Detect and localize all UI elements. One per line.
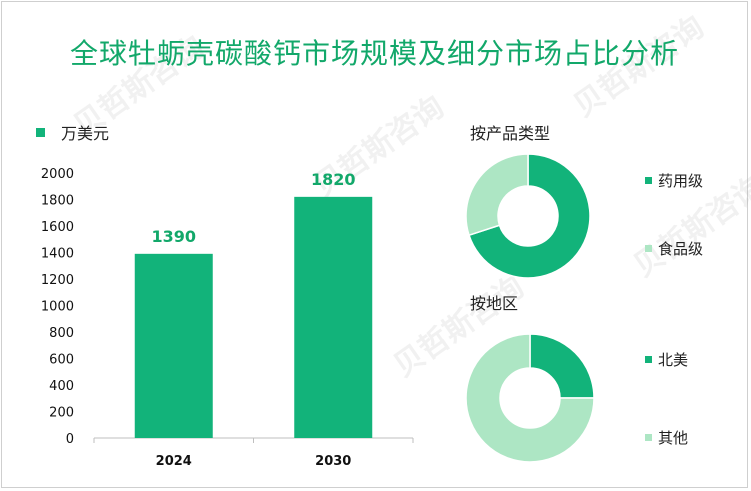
y-tick-label: 400 bbox=[49, 379, 74, 394]
y-tick-label: 0 bbox=[66, 432, 74, 447]
pie1-legend-label-0: 药用级 bbox=[658, 172, 704, 190]
pie1-legend-0: 药用级 bbox=[645, 170, 703, 191]
pie2-legend-0: 北美 bbox=[645, 349, 688, 370]
pie1-legend-dot-0 bbox=[645, 177, 652, 184]
product-type-title: 按产品类型 bbox=[470, 124, 551, 143]
y-tick-label: 1000 bbox=[41, 300, 74, 315]
pie1-legend-label-1: 食品级 bbox=[658, 240, 704, 258]
y-tick-label: 1200 bbox=[41, 273, 74, 288]
legend-swatch bbox=[36, 127, 45, 137]
pie2-legend-dot-1 bbox=[645, 434, 652, 441]
pie2-legend-dot-0 bbox=[645, 356, 652, 363]
y-tick-label: 200 bbox=[49, 406, 74, 421]
x-tick-label: 2024 bbox=[156, 454, 192, 469]
pie2-slice-北美 bbox=[529, 333, 595, 399]
bar-legend: 万美元 bbox=[36, 120, 109, 144]
legend-label: 万美元 bbox=[61, 124, 110, 143]
pie1-legend-dot-1 bbox=[645, 245, 652, 252]
pie2-legend-label-1: 其他 bbox=[658, 429, 689, 447]
y-tick-label: 1600 bbox=[41, 220, 74, 235]
pie1-legend-1: 食品级 bbox=[645, 238, 703, 259]
y-tick-label: 600 bbox=[49, 353, 74, 368]
pie2-legend-1: 其他 bbox=[645, 427, 688, 448]
pie1-slice-食品级 bbox=[465, 153, 529, 237]
bar-value-label: 1820 bbox=[311, 170, 356, 189]
bar-2024 bbox=[134, 253, 213, 438]
y-tick-label: 2000 bbox=[41, 167, 74, 182]
bar-value-label: 1390 bbox=[151, 227, 196, 246]
pie2-legend-label-0: 北美 bbox=[658, 351, 689, 369]
pie1-slice-药用级 bbox=[468, 153, 591, 279]
chart-title: 全球牡蛎壳碳酸钙市场规模及细分市场占比分析 bbox=[69, 37, 679, 70]
y-tick-label: 1400 bbox=[41, 247, 74, 262]
y-tick-label: 800 bbox=[49, 326, 74, 341]
pie2-slice-其他 bbox=[465, 333, 595, 463]
bar-2030 bbox=[294, 196, 373, 438]
x-tick-label: 2030 bbox=[315, 454, 351, 469]
region-title: 按地区 bbox=[470, 294, 519, 313]
y-tick-label: 1800 bbox=[41, 194, 74, 209]
